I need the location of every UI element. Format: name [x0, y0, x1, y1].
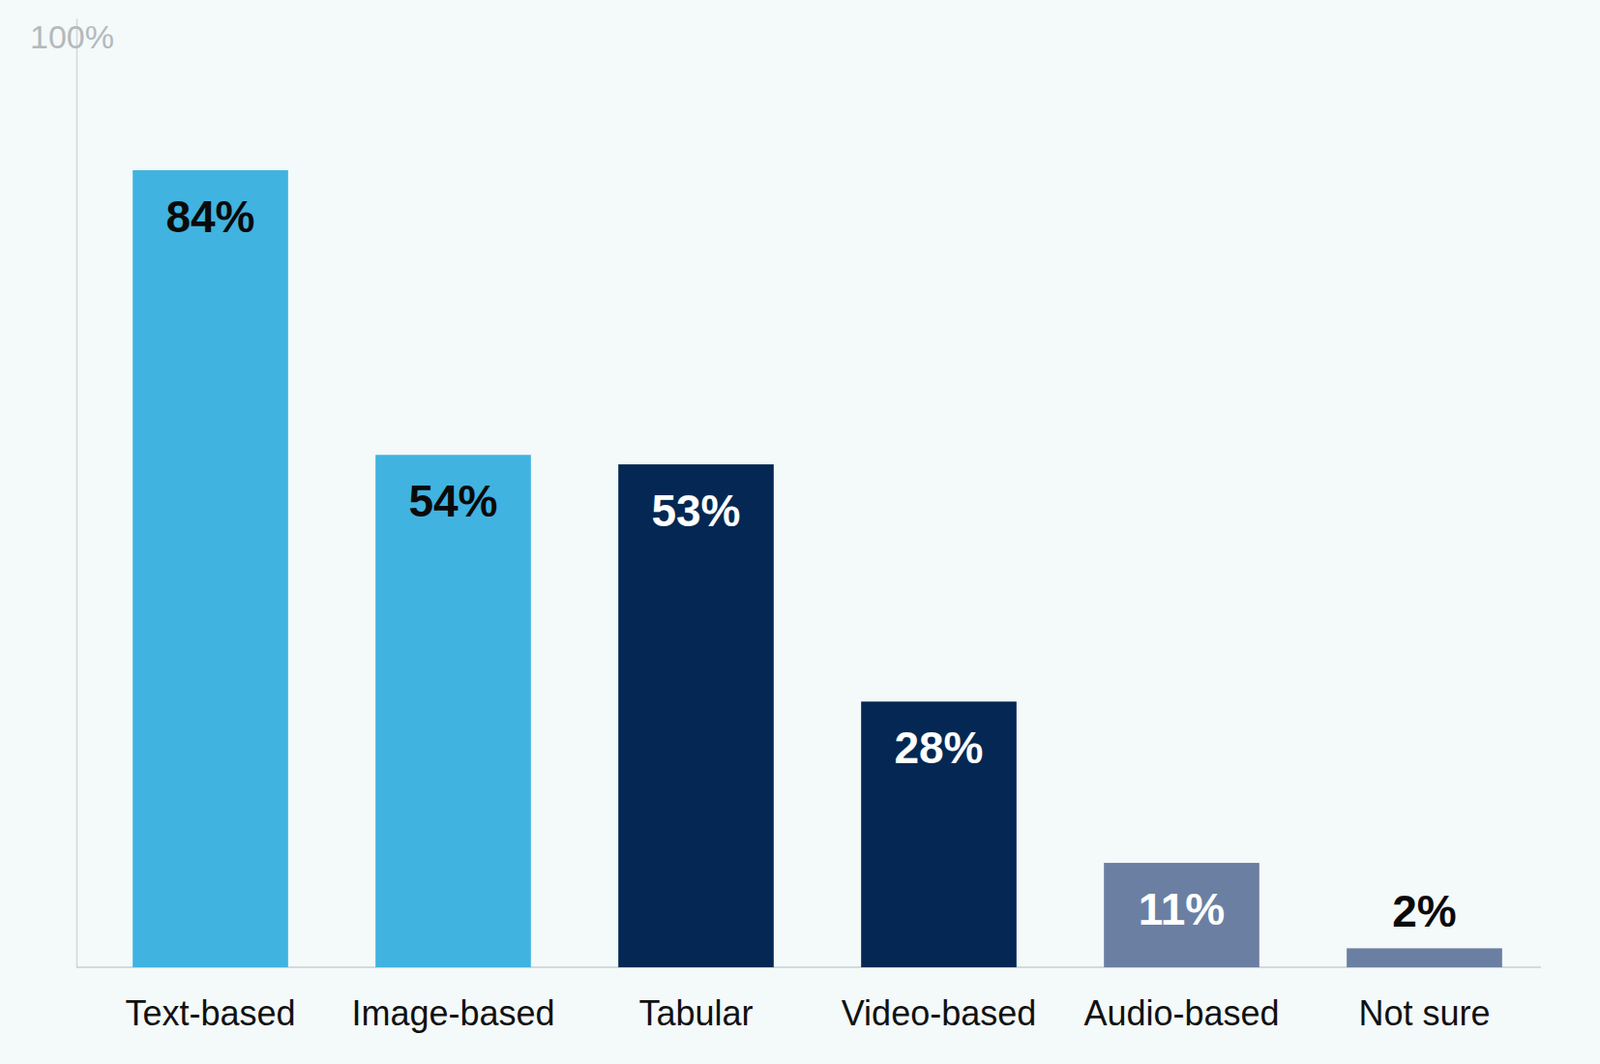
data-label: 2%	[1392, 886, 1456, 937]
x-tick-label: Not sure	[1358, 993, 1490, 1034]
x-tick-label: Text-based	[124, 993, 296, 1034]
bar	[375, 454, 532, 968]
x-axis: Text-based Image-based Tabular Video-based A…	[76, 967, 1541, 1034]
bar	[1346, 948, 1503, 968]
x-tick: Not sure	[1358, 967, 1490, 1034]
bars	[132, 170, 1503, 968]
x-tick: Image-based	[351, 967, 555, 1034]
chart: 100% Text-based Image-based Tabular Video-ba…	[0, 0, 1600, 1064]
x-tick-label: Image-based	[351, 993, 555, 1034]
x-axis-line	[76, 966, 1541, 969]
bar	[618, 464, 774, 968]
x-tick: Audio-based	[1083, 967, 1279, 1034]
x-tick: Video-based	[841, 967, 1038, 1034]
bar	[860, 701, 1017, 968]
data-labels: 84% 54% 53% 28% 11% 2%	[165, 191, 1456, 937]
x-tick-label: Audio-based	[1083, 993, 1279, 1034]
x-tick: Text-based	[124, 967, 296, 1034]
bar	[1103, 862, 1260, 968]
data-label: 84%	[165, 191, 255, 242]
data-label: 53%	[651, 485, 741, 536]
background	[0, 0, 1600, 1064]
y-axis-line	[76, 19, 79, 969]
data-label: 11%	[1138, 884, 1226, 935]
x-tick-label: Video-based	[841, 993, 1038, 1034]
y-tick-label: 100%	[29, 18, 115, 56]
x-tick: Tabular	[638, 967, 753, 1034]
y-tick: 100%	[29, 18, 115, 56]
x-tick-label: Tabular	[638, 993, 753, 1034]
bar	[132, 170, 289, 968]
y-axis: 100%	[29, 18, 115, 968]
data-label: 54%	[408, 475, 498, 527]
data-label: 28%	[893, 722, 983, 773]
